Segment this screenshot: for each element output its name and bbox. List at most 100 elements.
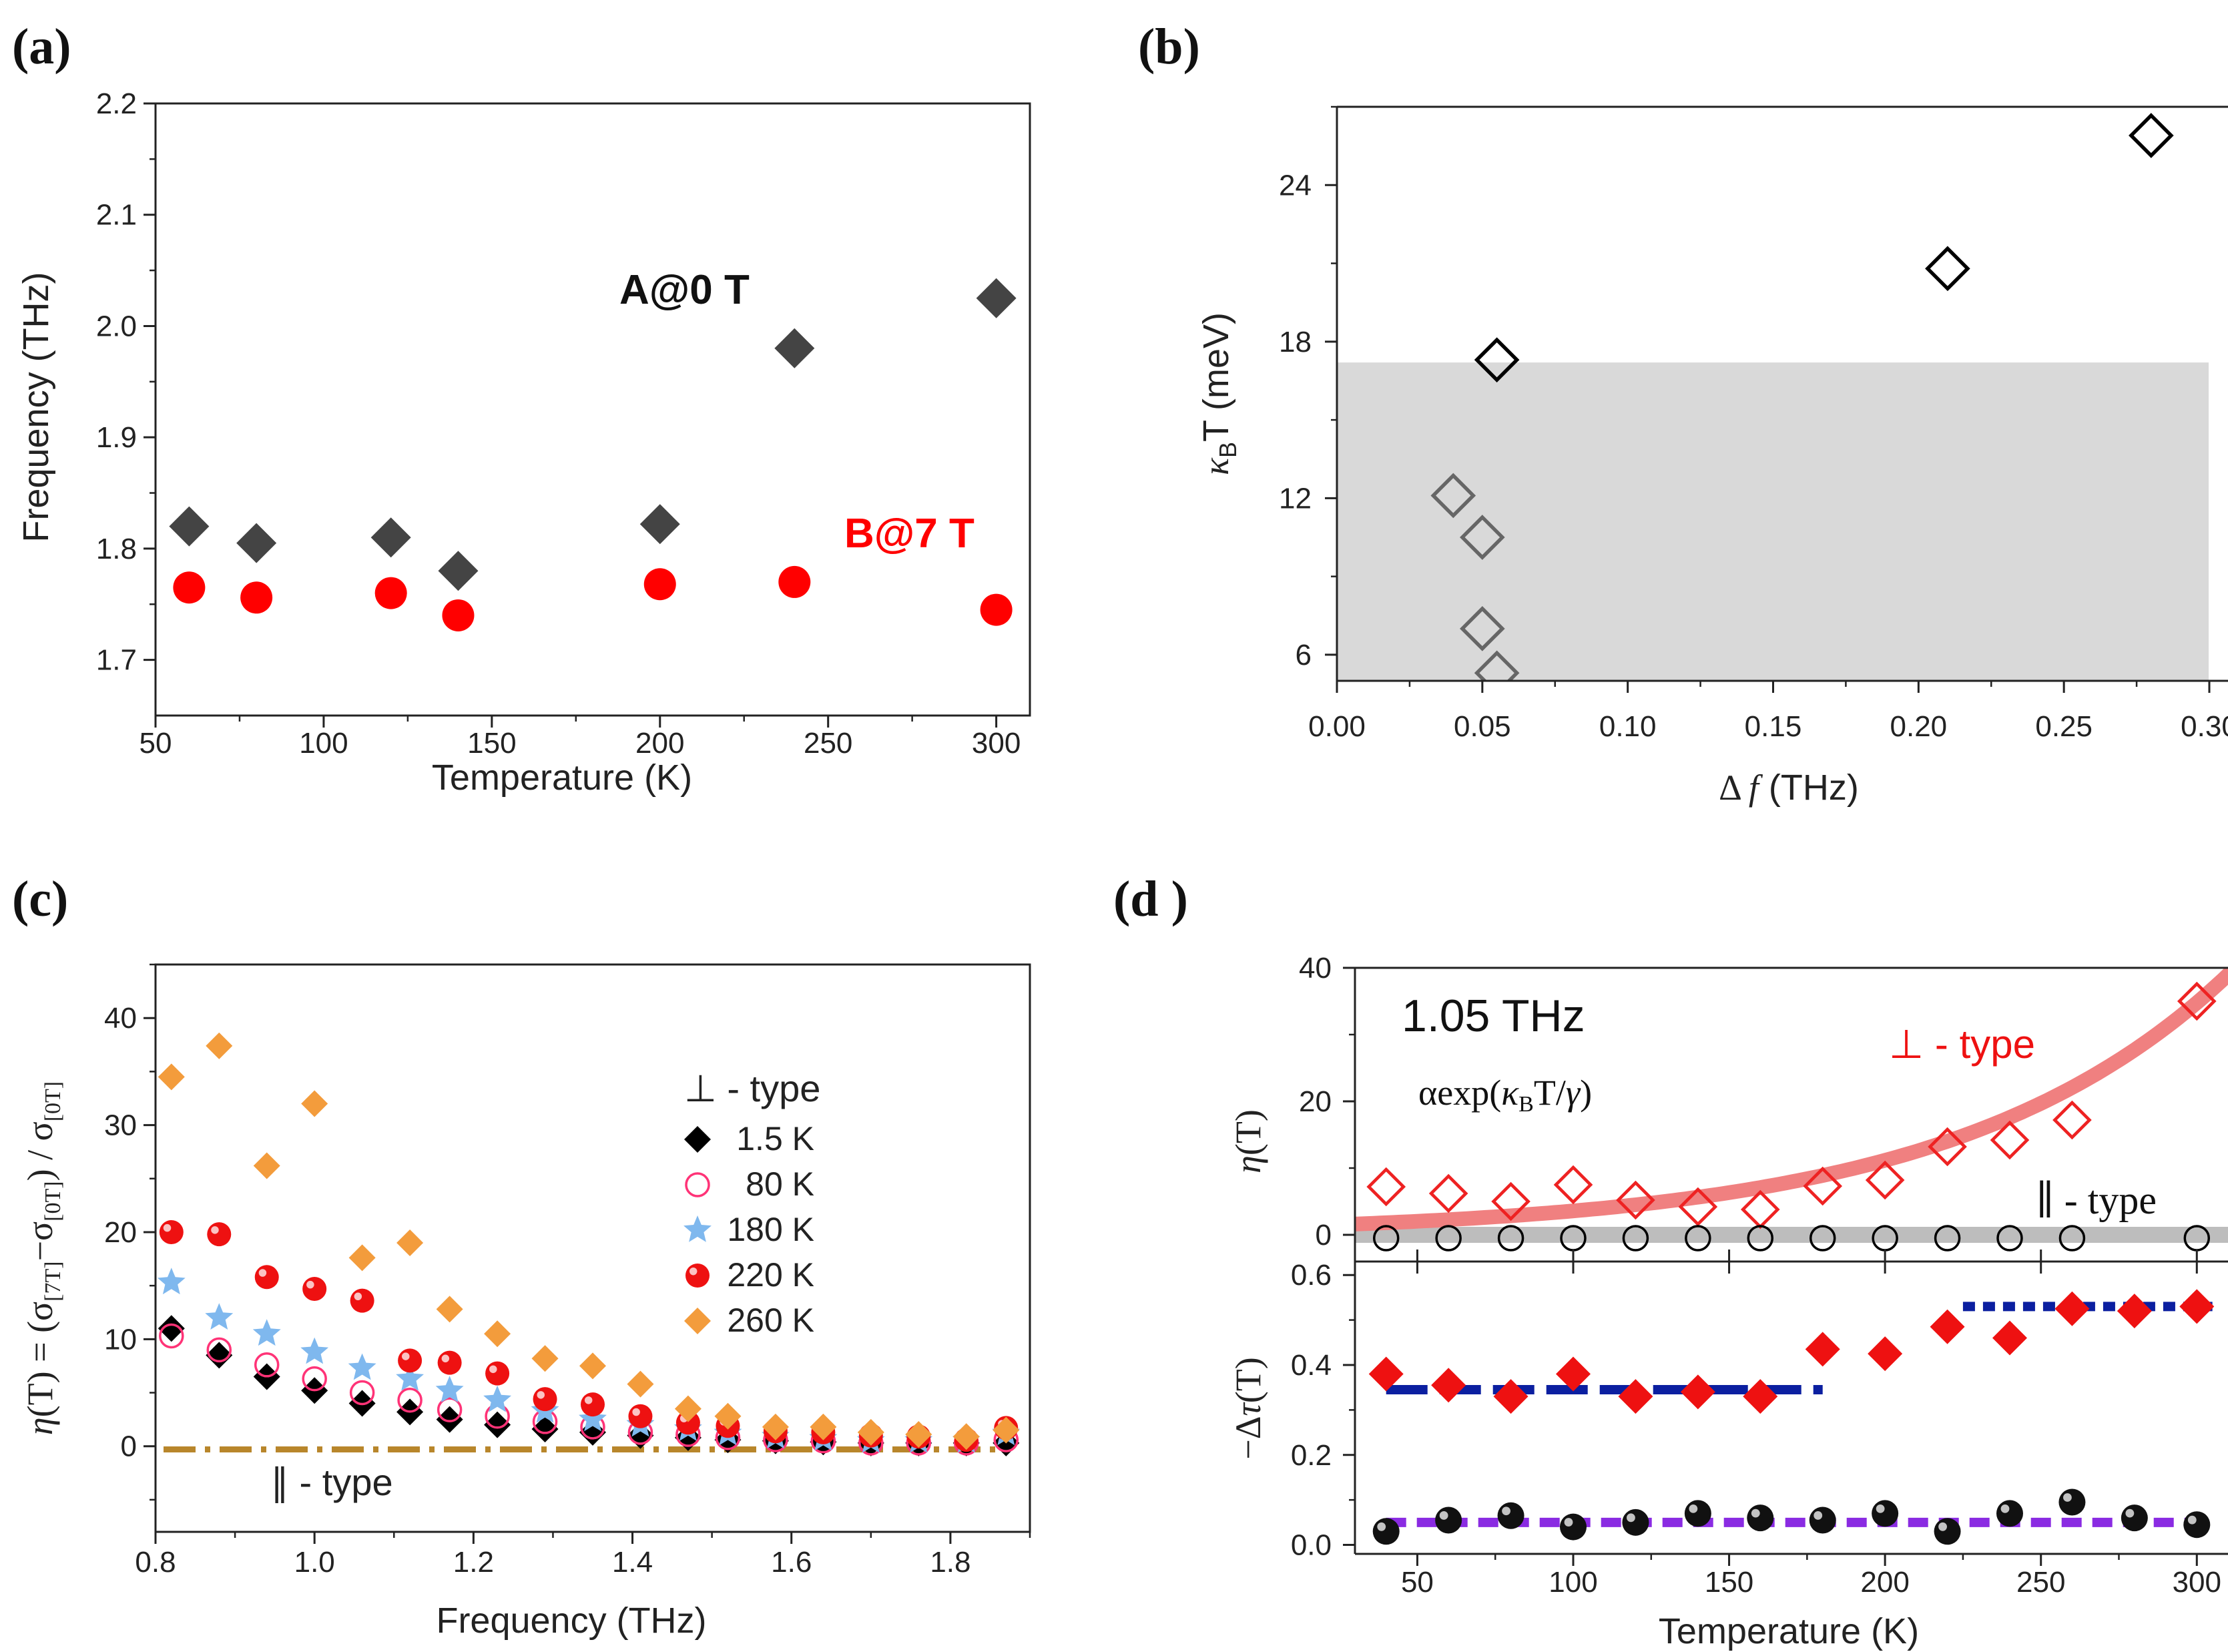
- chart-d-point-perp: [1990, 1120, 2030, 1160]
- x-tick-label: 1.0: [294, 1546, 335, 1579]
- chart-c-point-260K: [952, 1423, 980, 1450]
- chart-c-point-260K: [762, 1413, 789, 1440]
- chart-c-point-80K: [397, 1387, 423, 1413]
- chart-c-legend-marker-body: [685, 1264, 710, 1288]
- chart-d-point-par: [1996, 1225, 2023, 1252]
- chart-d-point-black-highlight: [1751, 1508, 1760, 1518]
- chart-c-point-220K-body: [302, 1276, 327, 1301]
- chart-d-point-black: [2058, 1488, 2086, 1516]
- chart-d-point-black-body: [1809, 1506, 1836, 1534]
- panel-label-d: (d ): [1113, 871, 1188, 927]
- chart-c-point-220K-highlight: [537, 1391, 545, 1399]
- chart-c-y-axis-title: η(T) = (σ[7T]−σ[0T]) / σ[0T]: [20, 1081, 65, 1435]
- chart-c-legend-marker-highlight: [689, 1267, 698, 1276]
- chart-c-point-260K: [810, 1413, 837, 1440]
- chart-b-x-ticks: 0.00 0.05 0.10 0.15 0.20 0.25 0.30: [1308, 681, 2228, 743]
- chart-a-point-a0t: [438, 551, 479, 591]
- y-tick-label: 20: [1299, 1085, 1332, 1118]
- chart-c-point-15K: [484, 1411, 511, 1438]
- chart-a-point-b7t: [643, 568, 676, 601]
- chart-d-point-par: [2058, 1225, 2086, 1252]
- chart-d: 50 100 150 200 250 300 0 20 40 0.0 0.2 0.4 0.6 1.0…: [1228, 952, 2228, 1651]
- panel-label-a: (a): [12, 19, 71, 75]
- chart-d-point-black-highlight: [2063, 1493, 2072, 1502]
- panel-label-c: (c): [12, 871, 68, 927]
- y-tick-label: 10: [104, 1323, 137, 1356]
- x-tick-label: 1.8: [930, 1546, 970, 1579]
- chart-c-point-80K: [159, 1323, 184, 1349]
- chart-d-point-black-body: [1435, 1506, 1462, 1534]
- x-tick-label: 100: [299, 727, 348, 760]
- chart-d-point-red: [1868, 1336, 1903, 1372]
- chart-c-point-80K: [302, 1366, 327, 1392]
- chart-b-y-axis-title: κBT (meV): [1196, 312, 1241, 475]
- chart-d-point-black-body: [2183, 1511, 2211, 1539]
- chart-d-point-black: [1996, 1500, 2023, 1527]
- chart-d-point-red: [1431, 1368, 1466, 1403]
- x-tick-label: 150: [467, 727, 516, 760]
- chart-d-point-black-highlight: [2000, 1504, 2010, 1513]
- chart-c-point-260K: [396, 1229, 424, 1256]
- y-tick-label: 30: [104, 1109, 137, 1142]
- chart-d-top-points: [1366, 981, 2217, 1252]
- chart-d-x-axis-title: Temperature (K): [1659, 1611, 1919, 1651]
- chart-d-point-red: [2179, 1289, 2215, 1324]
- chart-c-point-220K-highlight: [489, 1365, 497, 1374]
- chart-d-top-y-ticks: 0 20 40: [1299, 952, 1355, 1252]
- chart-d-point-perp: [1616, 1180, 1655, 1220]
- chart-b-point-gray: [1430, 473, 1476, 519]
- chart-d-point-black-body: [1872, 1500, 1899, 1527]
- chart-d-point-black-body: [2058, 1488, 2086, 1516]
- chart-c-point-220K: [207, 1222, 232, 1247]
- chart-c-point-220K-highlight: [584, 1396, 593, 1404]
- chart-d-point-black-highlight: [1502, 1506, 1510, 1516]
- y-tick-label: 0.6: [1291, 1259, 1332, 1292]
- chart-d-point-black-highlight: [2187, 1515, 2197, 1525]
- y-tick-label: 2.1: [96, 199, 137, 232]
- chart-c-point-15K: [206, 1342, 233, 1369]
- chart-c-legend: ⊥ - type 1.5 K 80 K 180 K 220 K 260 K: [683, 1067, 820, 1339]
- chart-d-point-par: [1372, 1225, 1400, 1252]
- chart-a-point-b7t: [980, 593, 1013, 626]
- y-tick-label: 24: [1279, 169, 1312, 202]
- chart-c-point-220K-body: [628, 1404, 653, 1428]
- chart-d-point-perp: [1553, 1165, 1593, 1205]
- chart-d-point-perp: [2177, 981, 2217, 1021]
- x-tick-label: 0.00: [1308, 710, 1366, 743]
- chart-d-point-perp: [1803, 1166, 1843, 1206]
- chart-a-point-b7t: [374, 577, 407, 609]
- chart-d-frequency-label: 1.05 THz: [1402, 991, 1585, 1041]
- chart-a-point-a0t: [236, 523, 277, 563]
- chart-d-point-perp: [1428, 1173, 1468, 1213]
- chart-d-point-red: [1805, 1332, 1840, 1367]
- chart-c-point-220K: [485, 1361, 510, 1386]
- chart-c-y-ticks: 0 10 20 30 40: [104, 963, 156, 1501]
- x-tick-label: 100: [1549, 1566, 1597, 1599]
- y-tick-label: 1.9: [96, 421, 137, 454]
- chart-c-legend-label: 180 K: [727, 1211, 814, 1248]
- chart-a-point-b7t: [173, 571, 206, 604]
- chart-c-point-220K: [437, 1350, 462, 1375]
- chart-d-point-par: [1809, 1225, 1836, 1252]
- chart-c-point-220K: [533, 1387, 557, 1412]
- chart-c-x-axis-title: Frequency (THz): [436, 1601, 706, 1641]
- chart-d-point-perp: [1740, 1189, 1780, 1229]
- chart-a-point-a0t: [639, 504, 680, 545]
- chart-c-point-220K-body: [207, 1222, 232, 1247]
- chart-d-point-black-body: [2121, 1504, 2148, 1532]
- chart-d-parallel-band: [1355, 1227, 2228, 1243]
- chart-c-point-220K-body: [533, 1387, 557, 1412]
- chart-a-y-axis-title: Frequency (THz): [16, 272, 56, 542]
- chart-d-point-black: [1809, 1506, 1836, 1534]
- chart-d-point-black: [2121, 1504, 2148, 1532]
- chart-d-point-black-body: [1560, 1513, 1587, 1541]
- chart-c-legend-marker: [685, 1172, 710, 1197]
- chart-c-point-180K: [396, 1364, 424, 1391]
- chart-d-point-black: [1872, 1500, 1899, 1527]
- chart-c-points: [157, 1032, 1021, 1456]
- chart-b-point-gray: [1460, 605, 1505, 651]
- y-tick-label: 20: [104, 1216, 137, 1249]
- chart-d-point-perp: [2052, 1100, 2092, 1140]
- chart-c-point-80K: [206, 1337, 232, 1363]
